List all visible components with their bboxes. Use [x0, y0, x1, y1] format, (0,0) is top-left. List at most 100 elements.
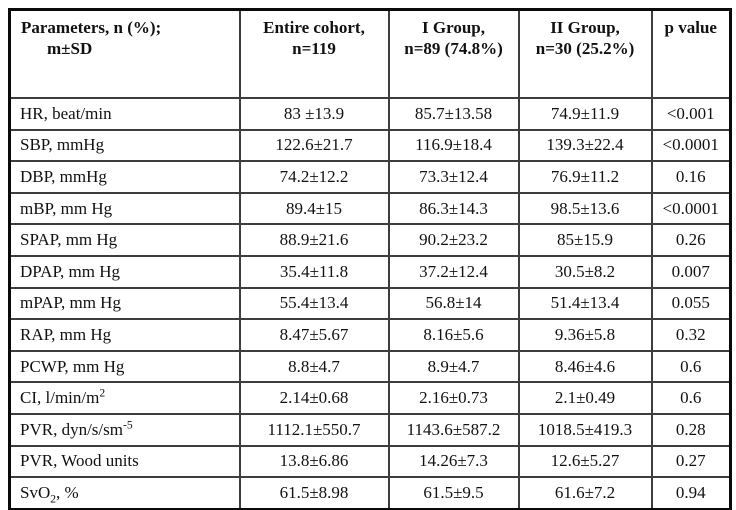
param-cell: HR, beat/min: [8, 97, 241, 131]
param-superscript: -5: [122, 418, 133, 432]
table-row: CI, l/min/m2 2.14±0.68 2.16±0.73 2.1±0.4…: [8, 381, 732, 415]
group2-cell: 139.3±22.4: [517, 128, 653, 163]
param-cell: PVR, dyn/s/sm-5: [8, 412, 241, 447]
entire-cohort-cell: 89.4±15: [238, 191, 390, 226]
group2-cell: 30.5±8.2: [517, 254, 653, 289]
parameters-table: Parameters, n (%); m±SD Entire cohort, n…: [8, 8, 732, 510]
group2-cell: 12.6±5.27: [517, 444, 653, 479]
param-cell: DBP, mmHg: [8, 160, 241, 194]
entire-cohort-cell: 83 ±13.9: [238, 97, 390, 131]
table-row: PVR, Wood units 13.8±6.86 14.26±7.3 12.6…: [8, 444, 732, 479]
param-cell: DPAP, mm Hg: [8, 254, 241, 289]
group1-cell: 2.16±0.73: [387, 381, 520, 415]
col-header-group2-line1: II Group,: [550, 18, 620, 37]
entire-cohort-cell: 2.14±0.68: [238, 381, 390, 415]
group2-cell: 8.46±4.6: [517, 349, 653, 384]
entire-cohort-cell: 35.4±11.8: [238, 254, 390, 289]
entire-cohort-cell: 88.9±21.6: [238, 223, 390, 257]
p-value-cell: 0.32: [650, 318, 732, 352]
col-header-group1: I Group, n=89 (74.8%): [387, 8, 520, 99]
group2-cell: 2.1±0.49: [517, 381, 653, 415]
table-row: DBP, mmHg 74.2±12.2 73.3±12.4 76.9±11.2 …: [8, 160, 732, 194]
group2-cell: 51.4±13.4: [517, 286, 653, 321]
p-value-cell: 0.28: [650, 412, 732, 447]
p-value-cell: 0.007: [650, 254, 732, 289]
p-value-cell: 0.94: [650, 476, 732, 510]
p-value-cell: 0.055: [650, 286, 732, 321]
param-subscript: 2: [50, 492, 57, 506]
param-cell: PVR, Wood units: [8, 444, 241, 479]
col-header-parameters-line2: m±SD: [47, 39, 93, 59]
col-header-parameters: Parameters, n (%); m±SD: [8, 8, 241, 99]
table-body: HR, beat/min 83 ±13.9 85.7±13.58 74.9±11…: [8, 97, 732, 510]
group1-cell: 37.2±12.4: [387, 254, 520, 289]
table-row: mBP, mm Hg 89.4±15 86.3±14.3 98.5±13.6 <…: [8, 191, 732, 226]
col-header-entire-cohort: Entire cohort, n=119: [238, 8, 390, 99]
table-row: RAP, mm Hg 8.47±5.67 8.16±5.6 9.36±5.8 0…: [8, 318, 732, 352]
col-header-group2-line2: n=30 (25.2%): [535, 39, 635, 59]
table-row: SvO2, % 61.5±8.98 61.5±9.5 61.6±7.2 0.94: [8, 476, 732, 510]
group1-cell: 61.5±9.5: [387, 476, 520, 510]
col-header-group1-line1: I Group,: [422, 18, 485, 37]
table-row: SPAP, mm Hg 88.9±21.6 90.2±23.2 85±15.9 …: [8, 223, 732, 257]
col-header-entire-cohort-line1: Entire cohort,: [263, 18, 365, 37]
param-cell: PCWP, mm Hg: [8, 349, 241, 384]
table-row: PCWP, mm Hg 8.8±4.7 8.9±4.7 8.46±4.6 0.6: [8, 349, 732, 384]
entire-cohort-cell: 1112.1±550.7: [238, 412, 390, 447]
table-row: SBP, mmHg 122.6±21.7 116.9±18.4 139.3±22…: [8, 128, 732, 163]
param-cell: mBP, mm Hg: [8, 191, 241, 226]
param-text: PVR, dyn/s/sm: [20, 419, 123, 439]
param-text-tail: , %: [56, 482, 79, 502]
table-row: HR, beat/min 83 ±13.9 85.7±13.58 74.9±11…: [8, 97, 732, 131]
entire-cohort-cell: 74.2±12.2: [238, 160, 390, 194]
group1-cell: 90.2±23.2: [387, 223, 520, 257]
entire-cohort-cell: 8.8±4.7: [238, 349, 390, 384]
p-value-cell: 0.16: [650, 160, 732, 194]
p-value-cell: <0.001: [650, 97, 732, 131]
param-cell: CI, l/min/m2: [8, 381, 241, 415]
group2-cell: 74.9±11.9: [517, 97, 653, 131]
group1-cell: 8.9±4.7: [387, 349, 520, 384]
col-header-entire-cohort-line2: n=119: [292, 39, 336, 59]
param-cell: SBP, mmHg: [8, 128, 241, 163]
param-cell: SvO2, %: [8, 476, 241, 510]
header-row: Parameters, n (%); m±SD Entire cohort, n…: [8, 8, 732, 99]
col-header-p-value-label: p value: [664, 18, 717, 37]
entire-cohort-cell: 13.8±6.86: [238, 444, 390, 479]
table-row: PVR, dyn/s/sm-5 1112.1±550.7 1143.6±587.…: [8, 412, 732, 447]
group1-cell: 8.16±5.6: [387, 318, 520, 352]
p-value-cell: <0.0001: [650, 128, 732, 163]
p-value-cell: 0.6: [650, 349, 732, 384]
group1-cell: 116.9±18.4: [387, 128, 520, 163]
param-cell: mPAP, mm Hg: [8, 286, 241, 321]
table-row: mPAP, mm Hg 55.4±13.4 56.8±14 51.4±13.4 …: [8, 286, 732, 321]
group2-cell: 98.5±13.6: [517, 191, 653, 226]
entire-cohort-cell: 122.6±21.7: [238, 128, 390, 163]
table-header: Parameters, n (%); m±SD Entire cohort, n…: [8, 8, 732, 99]
p-value-cell: 0.27: [650, 444, 732, 479]
p-value-cell: <0.0001: [650, 191, 732, 226]
group2-cell: 1018.5±419.3: [517, 412, 653, 447]
param-text: SvO: [20, 482, 51, 502]
group2-cell: 61.6±7.2: [517, 476, 653, 510]
param-superscript: 2: [99, 386, 106, 400]
group1-cell: 85.7±13.58: [387, 97, 520, 131]
col-header-parameters-line1: Parameters, n (%);: [21, 18, 162, 37]
entire-cohort-cell: 55.4±13.4: [238, 286, 390, 321]
col-header-p-value: p value: [650, 8, 732, 99]
group1-cell: 56.8±14: [387, 286, 520, 321]
entire-cohort-cell: 8.47±5.67: [238, 318, 390, 352]
p-value-cell: 0.6: [650, 381, 732, 415]
group1-cell: 14.26±7.3: [387, 444, 520, 479]
p-value-cell: 0.26: [650, 223, 732, 257]
param-cell: SPAP, mm Hg: [8, 223, 241, 257]
group2-cell: 76.9±11.2: [517, 160, 653, 194]
param-text: CI, l/min/m: [20, 388, 100, 408]
group2-cell: 85±15.9: [517, 223, 653, 257]
group1-cell: 73.3±12.4: [387, 160, 520, 194]
group1-cell: 1143.6±587.2: [387, 412, 520, 447]
col-header-group2: II Group, n=30 (25.2%): [517, 8, 653, 99]
group1-cell: 86.3±14.3: [387, 191, 520, 226]
group2-cell: 9.36±5.8: [517, 318, 653, 352]
